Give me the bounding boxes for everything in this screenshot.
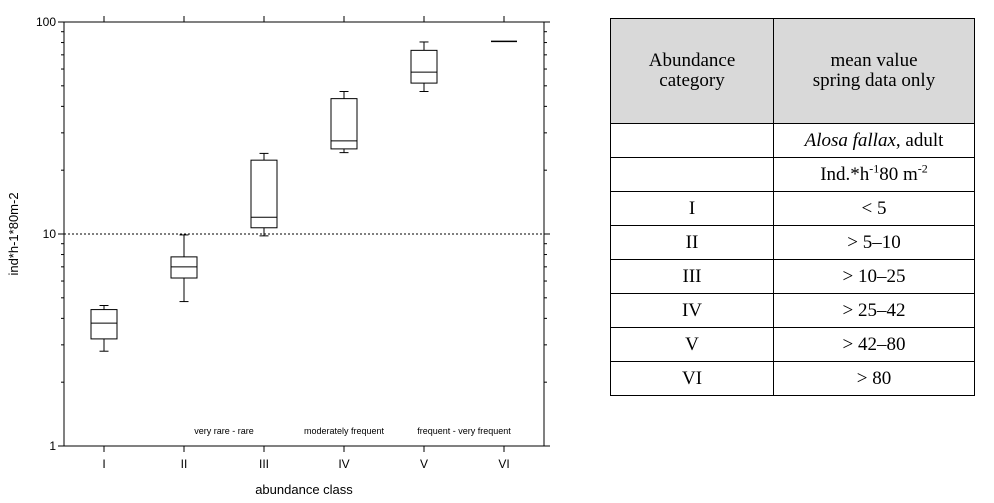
species-suffix: , adult [895,129,944,151]
box-II [170,234,198,303]
box-body [330,98,358,150]
x-tick-label: V [420,457,428,471]
abundance-table: Abundance category mean value spring dat… [610,18,975,396]
value-cell: > 10–25 [773,259,975,294]
species-row-empty-cell [610,123,774,158]
header-mean-value: mean value spring data only [773,18,975,124]
unit-exponent-1: -1 [869,161,880,176]
x-tick-label: III [259,457,269,471]
box-body [170,256,198,279]
table-header-row: Abundance category mean value spring dat… [610,18,975,124]
value-cell: > 25–42 [773,293,975,328]
header-col1-line1: Abundance [648,50,736,71]
category-cell: V [610,327,774,362]
species-row: Alosa fallax, adult [610,123,975,158]
range-annotation: very rare - rare [194,426,254,436]
category-cell: III [610,259,774,294]
header-abundance-category: Abundance category [610,18,774,124]
unit-prefix: Ind.*h [820,163,870,185]
y-axis-title: ind*h-1*80m-2 [6,192,21,275]
value-cell: < 5 [773,191,975,226]
value-cell: > 42–80 [773,327,975,362]
species-cell: Alosa fallax, adult [773,123,975,158]
y-tick-label: 10 [43,227,57,241]
table-row: I < 5 [610,191,975,226]
unit-exponent-2: -2 [917,161,928,176]
unit-cell: Ind.*h-180 m-2 [773,157,975,192]
x-tick-label: VI [498,457,509,471]
boxes-layer [90,40,517,352]
annotations-layer: very rare - rare moderately frequent frequ… [194,426,511,436]
box-plot-chart: 1 10 100 I II III IV V VI very rare - rare modera… [6,15,550,497]
box-IV [330,91,358,154]
table-row: III > 10–25 [610,259,975,294]
category-cell: VI [610,361,774,396]
x-tick-label: IV [338,457,349,471]
value-cell: > 5–10 [773,225,975,260]
box-body [90,309,118,340]
unit-middle: 80 m [879,163,918,185]
range-annotation: frequent - very frequent [417,426,511,436]
box-body [410,49,438,84]
table-row: IV > 25–42 [610,293,975,328]
table-row: V > 42–80 [610,327,975,362]
table-row: VI > 80 [610,361,975,396]
box-III [250,152,278,237]
unit-row-empty-cell [610,157,774,192]
y-tick-label: 100 [36,15,56,29]
y-tick-label: 1 [49,439,56,453]
value-cell: > 80 [773,361,975,396]
abundance-table-container: Abundance category mean value spring dat… [610,18,975,396]
header-col2-line2: spring data only [812,70,936,91]
x-axis-title: abundance class [255,482,353,497]
x-tick-label: I [102,457,105,471]
category-cell: I [610,191,774,226]
box-body [250,159,278,229]
x-tick-label: II [181,457,188,471]
header-col1-line2: category [659,70,725,91]
species-name: Alosa fallax [804,129,896,151]
category-cell: IV [610,293,774,328]
header-col2-line1: mean value [830,50,918,71]
unit-row: Ind.*h-180 m-2 [610,157,975,192]
range-annotation: moderately frequent [304,426,385,436]
category-cell: II [610,225,774,260]
table-row: II > 5–10 [610,225,975,260]
box-I [90,304,118,352]
box-V [410,41,438,93]
